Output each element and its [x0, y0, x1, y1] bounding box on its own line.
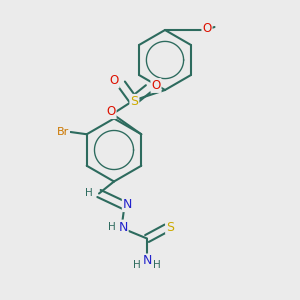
Text: O: O — [202, 22, 211, 35]
Text: H: H — [153, 260, 161, 270]
Text: Br: Br — [57, 127, 69, 137]
Text: H: H — [108, 222, 116, 233]
Text: O: O — [106, 105, 116, 118]
Text: S: S — [130, 95, 138, 108]
Text: N: N — [142, 254, 152, 268]
Text: S: S — [166, 220, 174, 234]
Text: N: N — [123, 198, 132, 211]
Text: H: H — [85, 188, 92, 198]
Text: H: H — [133, 260, 141, 270]
Text: O: O — [152, 79, 160, 92]
Text: O: O — [110, 74, 118, 88]
Text: N: N — [118, 220, 128, 234]
